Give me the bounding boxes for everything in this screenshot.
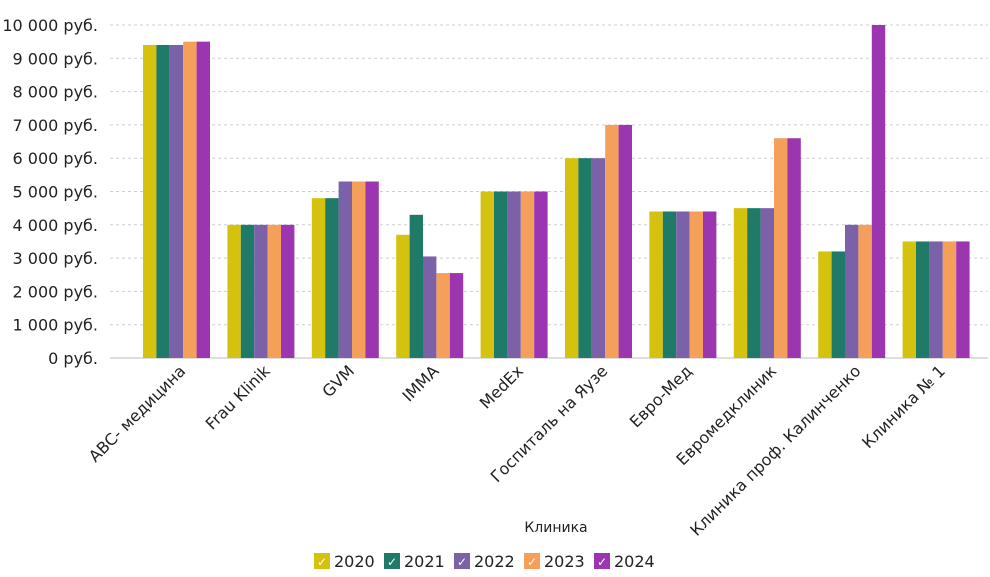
bar bbox=[169, 44, 184, 358]
legend-item[interactable]: ✓ 2024 bbox=[594, 552, 655, 571]
bar bbox=[281, 224, 295, 358]
bar bbox=[396, 234, 410, 358]
x-axis-title: Клиника bbox=[524, 520, 587, 536]
bar bbox=[774, 138, 788, 358]
bar bbox=[787, 138, 801, 358]
bar bbox=[480, 191, 494, 358]
bar bbox=[676, 211, 690, 358]
y-tick-label: 3 000 руб. bbox=[13, 249, 98, 268]
bar bbox=[689, 211, 703, 358]
bar bbox=[760, 208, 774, 358]
bar bbox=[916, 241, 930, 358]
bar bbox=[902, 241, 916, 358]
legend-checkbox[interactable] bbox=[384, 553, 400, 569]
x-tick-label: Евро-Мед bbox=[626, 361, 696, 431]
bar bbox=[325, 198, 339, 358]
bar bbox=[240, 224, 255, 358]
bar bbox=[143, 44, 157, 358]
bar bbox=[942, 241, 957, 358]
bar bbox=[156, 44, 170, 358]
legend-checkbox[interactable] bbox=[524, 553, 540, 569]
x-tick-label: IMMA bbox=[398, 361, 442, 405]
check-icon: ✓ bbox=[457, 555, 467, 569]
bar bbox=[662, 211, 677, 358]
bar bbox=[449, 273, 464, 358]
bar bbox=[618, 124, 632, 359]
legend-item[interactable]: ✓ 2020 bbox=[314, 552, 375, 571]
y-tick-label: 2 000 руб. bbox=[13, 282, 98, 301]
bar bbox=[578, 158, 592, 358]
legend-checkbox[interactable] bbox=[314, 553, 330, 569]
y-tick-label: 9 000 руб. bbox=[13, 49, 98, 68]
bar bbox=[338, 181, 352, 358]
bars bbox=[143, 25, 970, 359]
bar bbox=[196, 41, 210, 359]
bar bbox=[565, 158, 579, 358]
bar bbox=[423, 256, 437, 358]
bar bbox=[254, 224, 268, 358]
bar bbox=[352, 181, 366, 358]
bar bbox=[649, 211, 663, 358]
bar bbox=[733, 208, 748, 358]
bar bbox=[365, 181, 379, 358]
check-icon: ✓ bbox=[527, 555, 537, 569]
check-icon: ✓ bbox=[387, 555, 397, 569]
bar bbox=[409, 214, 423, 358]
y-tick-label: 0 руб. bbox=[48, 349, 98, 368]
legend-label: 2022 bbox=[474, 552, 515, 571]
bar bbox=[747, 208, 761, 358]
bar bbox=[929, 241, 943, 358]
legend-label: 2020 bbox=[334, 552, 375, 571]
x-tick-label: GVM bbox=[318, 361, 358, 401]
y-axis-ticks: 0 руб. 1 000 руб. 2 000 руб. 3 000 руб. 4 00… bbox=[2, 16, 98, 368]
bar bbox=[956, 241, 970, 358]
bar bbox=[534, 191, 548, 358]
legend-label: 2021 bbox=[404, 552, 445, 571]
bar bbox=[605, 124, 619, 359]
bar bbox=[494, 191, 508, 358]
legend-checkbox[interactable] bbox=[454, 553, 470, 569]
bar bbox=[858, 224, 872, 358]
bar bbox=[227, 224, 241, 358]
bar bbox=[267, 224, 281, 358]
bar bbox=[845, 224, 859, 358]
legend-label: 2024 bbox=[614, 552, 655, 571]
y-tick-label: 7 000 руб. bbox=[13, 116, 98, 135]
bar bbox=[520, 191, 535, 358]
bar bbox=[311, 198, 326, 358]
bar bbox=[436, 273, 450, 358]
legend-item[interactable]: ✓ 2022 bbox=[454, 552, 515, 571]
y-tick-label: 4 000 руб. bbox=[13, 216, 98, 235]
bar bbox=[507, 191, 521, 358]
x-tick-label: ABC- медицина bbox=[85, 361, 189, 465]
y-tick-label: 5 000 руб. bbox=[13, 183, 98, 202]
legend-item[interactable]: ✓ 2023 bbox=[524, 552, 585, 571]
y-tick-label: 6 000 руб. bbox=[13, 149, 98, 168]
x-axis-ticks: ABC- медицина Frau Klinik GVM IMMA MedExГосп… bbox=[85, 361, 949, 540]
legend: ✓ 2020 ✓ 2021 ✓ 2022 ✓ 2023 ✓ 2024 bbox=[314, 552, 655, 571]
check-icon: ✓ bbox=[597, 555, 607, 569]
bar bbox=[183, 41, 197, 359]
legend-item[interactable]: ✓ 2021 bbox=[384, 552, 445, 571]
bar bbox=[831, 251, 845, 358]
bar bbox=[703, 211, 717, 358]
y-tick-label: 10 000 руб. bbox=[2, 16, 98, 35]
x-tick-label: Frau Klinik bbox=[202, 361, 275, 434]
x-tick-label: Клиника № 1 bbox=[858, 361, 949, 452]
bar bbox=[591, 158, 606, 358]
y-tick-label: 8 000 руб. bbox=[13, 83, 98, 102]
check-icon: ✓ bbox=[317, 555, 327, 569]
y-tick-label: 1 000 руб. bbox=[13, 316, 98, 335]
bar bbox=[871, 25, 886, 358]
legend-label: 2023 bbox=[544, 552, 585, 571]
bar bbox=[818, 251, 832, 358]
legend-checkbox[interactable] bbox=[594, 553, 610, 569]
x-tick-label: Клиника проф. Калинченко bbox=[686, 361, 864, 539]
x-tick-label: MedEx bbox=[476, 361, 527, 412]
